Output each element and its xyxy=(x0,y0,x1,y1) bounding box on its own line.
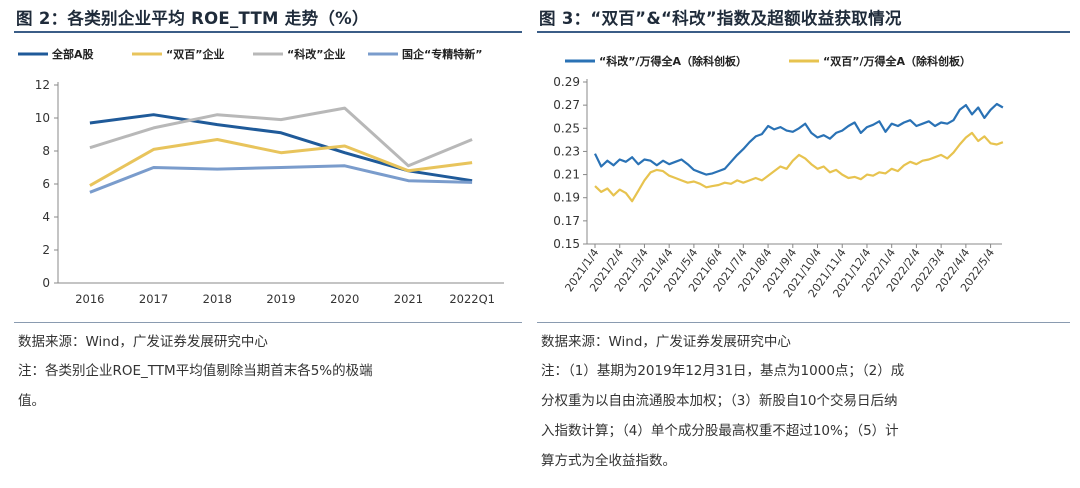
left-note-line: 注：各类别企业ROE_TTM平均值剔除当期首末各5%的极端 xyxy=(18,363,373,379)
left-source: 数据来源：Wind，广发证券发展研究中心 xyxy=(18,334,268,350)
y-tick-label: 0.19 xyxy=(553,191,580,205)
y-tick-label: 8 xyxy=(42,144,50,158)
legend-label: “双百”/万得全A（除科创板） xyxy=(823,54,971,68)
left-chart: 全部A股 “双百”企业 “科改”企业 国企“专精特新” 0 2 4 6 8 10 12 2016 201… xyxy=(18,47,504,306)
y-tick-label: 2 xyxy=(42,243,50,257)
x-tick-label: 2017 xyxy=(139,292,168,306)
x-tick-label: 2022Q1 xyxy=(449,292,495,306)
y-tick-label: 0 xyxy=(42,276,50,290)
right-chart: “科改”/万得全A（除科创板） “双百”/万得全A（除科创板） 0.15 0.17 0.… xyxy=(553,54,1004,300)
legend-label: “科改”/万得全A（除科创板） xyxy=(599,54,747,68)
right-title-rule xyxy=(537,31,1070,33)
y-tick-label: 0.29 xyxy=(553,75,580,89)
right-source: 数据来源：Wind，广发证券发展研究中心 xyxy=(541,334,791,350)
x-tick-label: 2016 xyxy=(75,292,104,306)
x-tick-label: 2018 xyxy=(203,292,232,306)
right-figure: 图 3：“双百”&“科改”指数及超额收益获取情况 “科改”/万得全A（除科创板）… xyxy=(537,0,1070,488)
x-tick-label: 2019 xyxy=(266,292,295,306)
left-note-line: 值。 xyxy=(18,393,45,409)
legend-label: “双百”企业 xyxy=(166,47,224,61)
right-note-line: 算方式为全收益指数。 xyxy=(541,453,676,469)
x-tick-label: 2020 xyxy=(330,292,359,306)
y-tick-label: 0.17 xyxy=(553,214,580,228)
right-chart-bottom-rule xyxy=(537,322,1070,323)
series-line xyxy=(89,106,473,168)
left-title-rule xyxy=(14,31,522,33)
right-note: 注：（1）基期为2019年12月31日，基点为1000点；（2）成 分权重为以自… xyxy=(541,356,904,476)
right-figure-title: 图 3：“双百”&“科改”指数及超额收益获取情况 xyxy=(539,9,902,28)
y-tick-label: 0.27 xyxy=(553,98,580,112)
y-tick-label: 0.15 xyxy=(553,237,580,251)
legend-label: “科改”企业 xyxy=(287,47,345,61)
y-tick-label: 12 xyxy=(35,78,50,92)
left-chart-bottom-rule xyxy=(14,322,522,323)
right-note-line: 入指数计算；（4）单个成分股最高权重不超过10%；（5）计 xyxy=(541,423,899,439)
x-tick-label: 2021 xyxy=(394,292,423,306)
left-note: 注：各类别企业ROE_TTM平均值剔除当期首末各5%的极端 值。 xyxy=(18,356,373,416)
series-line xyxy=(89,138,473,187)
left-figure-title: 图 2：各类别企业平均 ROE_TTM 走势（%） xyxy=(16,9,369,28)
y-tick-label: 0.25 xyxy=(553,121,580,135)
y-tick-label: 6 xyxy=(42,177,50,191)
right-note-line: 注：（1）基期为2019年12月31日，基点为1000点；（2）成 xyxy=(541,363,905,379)
right-note-line: 分权重为以自由流通股本加权；（3）新股自10个交易日后纳 xyxy=(541,393,898,409)
y-tick-label: 10 xyxy=(35,111,50,125)
y-tick-label: 0.21 xyxy=(553,168,580,182)
legend-label: 国企“专精特新” xyxy=(402,47,482,61)
series-line xyxy=(594,131,1004,203)
y-tick-label: 0.23 xyxy=(553,144,580,158)
y-tick-label: 4 xyxy=(42,210,50,224)
legend-label: 全部A股 xyxy=(51,47,95,61)
series-line xyxy=(594,102,1004,176)
left-figure: 图 2：各类别企业平均 ROE_TTM 走势（%） 全部A股 “双百”企业 “科改”… xyxy=(14,0,522,488)
